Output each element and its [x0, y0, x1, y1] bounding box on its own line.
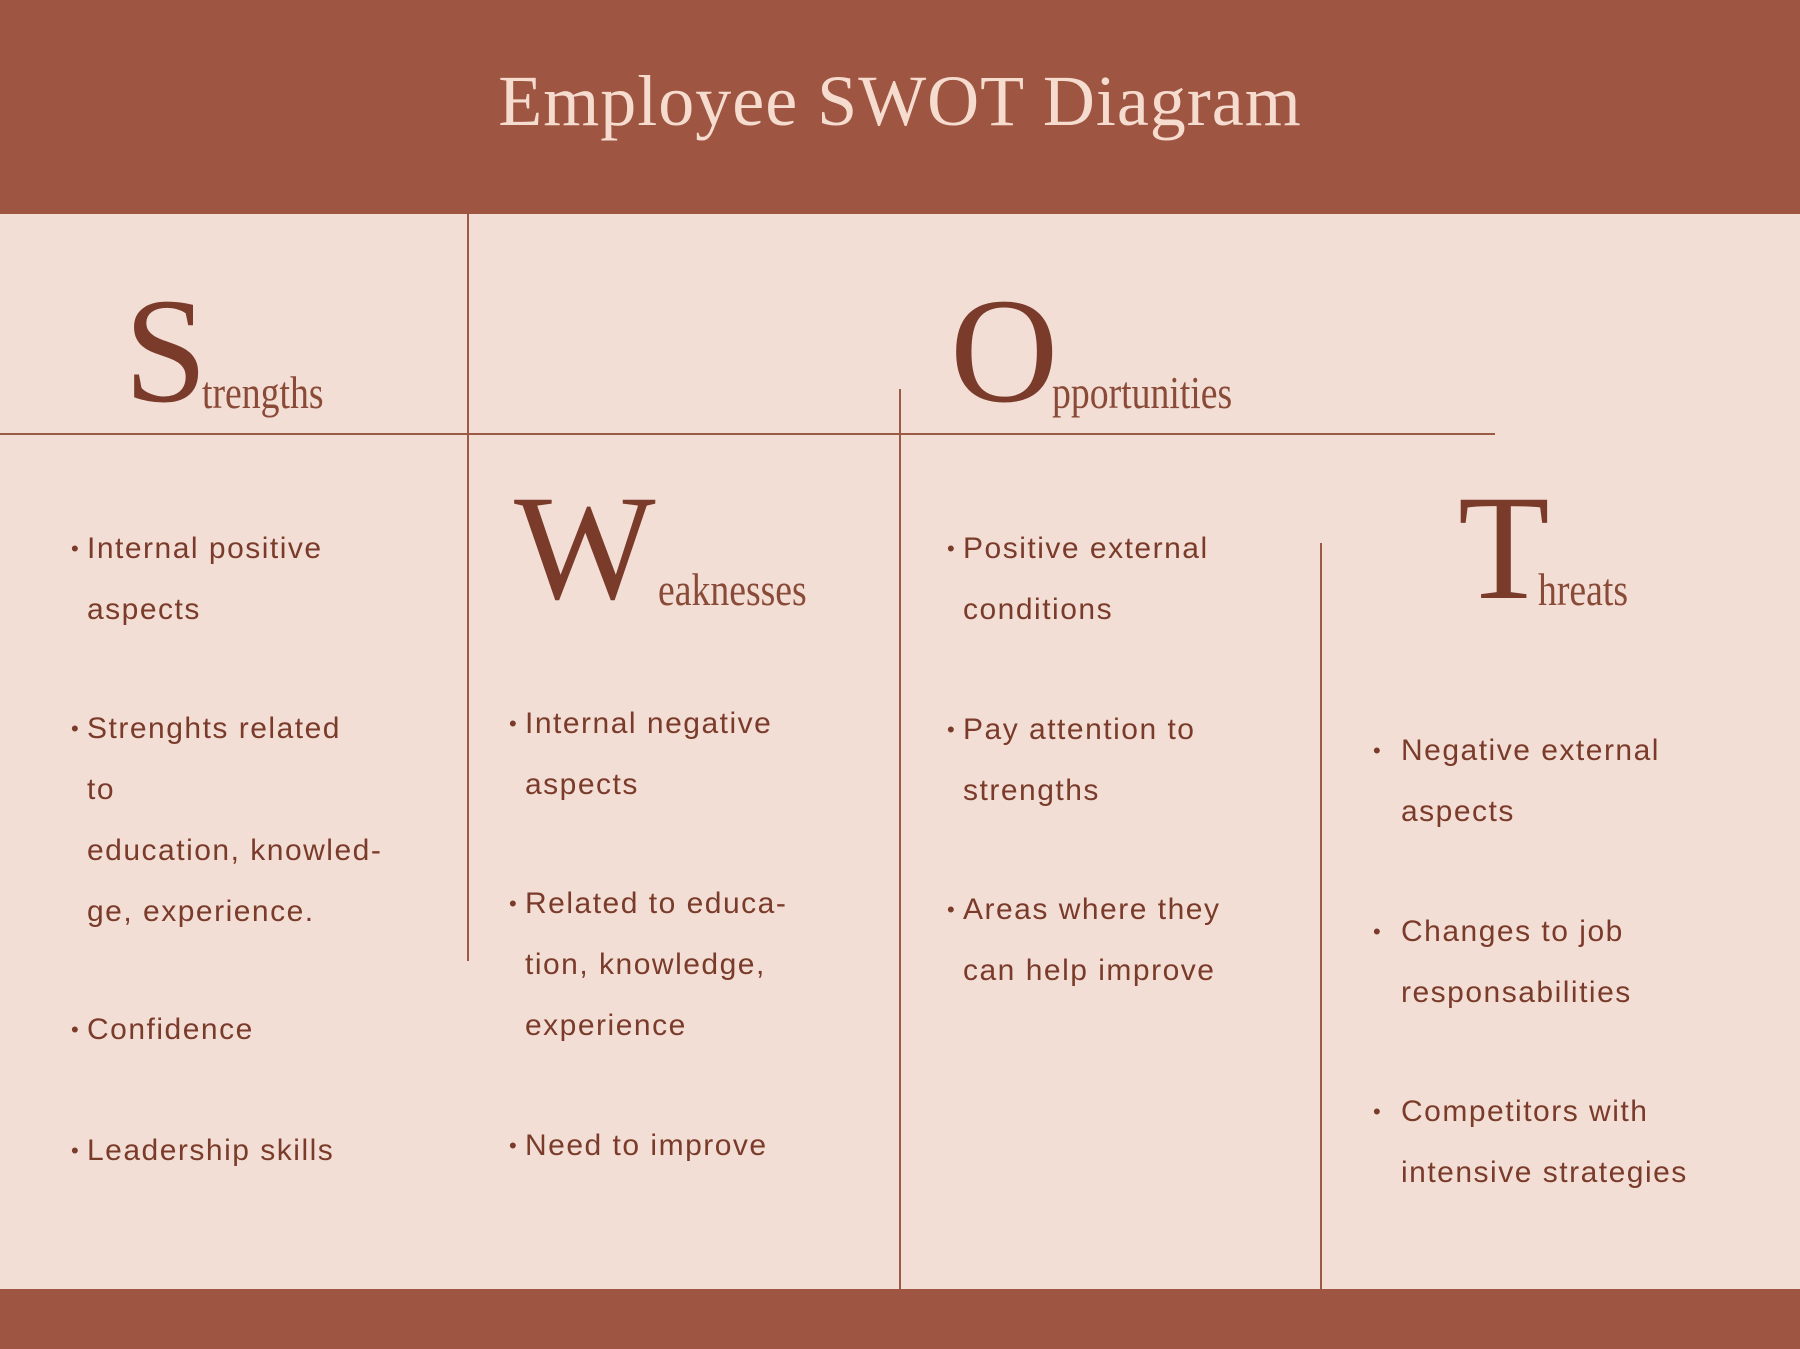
item-line: aspects [525, 768, 639, 801]
item-line: aspects [87, 593, 201, 626]
header-bar: Employee SWOT Diagram [0, 0, 1800, 214]
bullet-icon: • [1373, 919, 1383, 944]
item-line: ge, experience. [87, 895, 315, 928]
strengths-item: • Strenghts related to education, knowle… [71, 698, 383, 942]
divider-weaknesses-opportunities [899, 389, 901, 1289]
opportunities-item: • Pay attention to strengths [947, 699, 1196, 821]
heading-letter: W [514, 465, 656, 631]
item-line: Positive external [963, 532, 1209, 565]
item-line: Confidence [87, 1013, 254, 1046]
bullet-icon: • [947, 897, 957, 922]
heading-rest: hreats [1538, 564, 1629, 615]
item-line: Internal negative [525, 707, 773, 740]
item-line: Related to educa- [525, 887, 788, 920]
heading-rest: trengths [202, 367, 324, 418]
divider-opportunities-threats [1320, 543, 1322, 1289]
item-line: Areas where they [963, 893, 1221, 926]
opportunities-item: • Positive external conditions [947, 518, 1209, 640]
page-title: Employee SWOT Diagram [498, 61, 1302, 141]
bullet-icon: • [509, 711, 519, 736]
bullet-icon: • [71, 1017, 81, 1042]
item-line: Leadership skills [87, 1134, 335, 1167]
heading-letter: S [124, 268, 208, 434]
item-line: Negative external [1401, 734, 1660, 767]
heading-rest: pportunities [1052, 367, 1233, 418]
divider-horizontal [0, 433, 1495, 435]
item-line: aspects [1401, 795, 1515, 828]
threats-item: • Negative external aspects [1373, 720, 1660, 842]
threats-item: • Competitors with intensive strategies [1373, 1081, 1688, 1203]
weaknesses-item: • Need to improve [509, 1115, 768, 1176]
item-line: conditions [963, 593, 1114, 626]
bullet-icon: • [947, 536, 957, 561]
item-line: experience [525, 1009, 687, 1042]
bullet-icon: • [71, 1138, 81, 1163]
bullet-icon: • [71, 716, 81, 741]
strengths-item: • Leadership skills [71, 1120, 335, 1181]
footer-bar [0, 1289, 1800, 1349]
heading-rest: eaknesses [658, 564, 807, 615]
item-line: Changes to job [1401, 915, 1624, 948]
divider-strengths-weaknesses [467, 214, 469, 961]
bullet-icon: • [509, 891, 519, 916]
strengths-item: • Confidence [71, 999, 254, 1060]
item-line: Strenghts related [87, 712, 341, 745]
weaknesses-item: • Internal negative aspects [509, 693, 773, 815]
item-line: Need to improve [525, 1129, 768, 1162]
bullet-icon: • [509, 1133, 519, 1158]
bullet-icon: • [1373, 1099, 1383, 1124]
item-line: Internal positive [87, 532, 323, 565]
item-line: intensive strategies [1401, 1156, 1688, 1189]
weaknesses-item: • Related to educa- tion, knowledge, exp… [509, 873, 788, 1056]
item-line: tion, knowledge, [525, 948, 766, 981]
strengths-item: • Internal positive aspects [71, 518, 323, 640]
item-line: Pay attention to [963, 713, 1196, 746]
bullet-icon: • [947, 717, 957, 742]
item-line: Competitors with [1401, 1095, 1649, 1128]
bullet-icon: • [1373, 738, 1383, 763]
item-line: can help improve [963, 954, 1216, 987]
item-line: responsabilities [1401, 976, 1632, 1009]
opportunities-item: • Areas where they can help improve [947, 879, 1221, 1001]
heading-letter: O [950, 268, 1059, 434]
bullet-icon: • [71, 536, 81, 561]
item-line: education, knowled- [87, 834, 383, 867]
heading-letter: T [1458, 465, 1550, 631]
item-line: strengths [963, 774, 1100, 807]
item-line: to [87, 773, 116, 806]
threats-item: • Changes to job responsabilities [1373, 901, 1632, 1023]
